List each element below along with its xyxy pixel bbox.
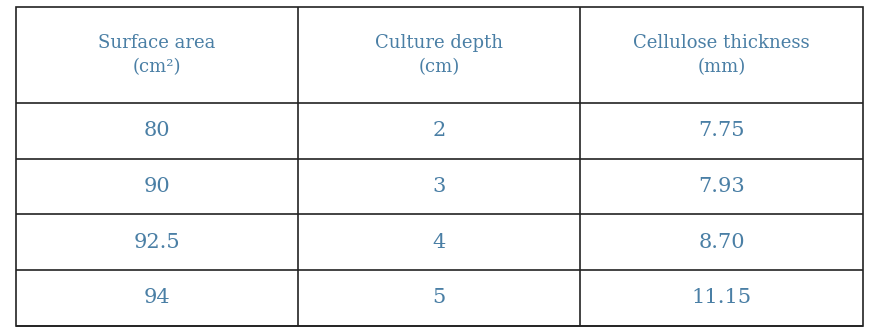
Text: 7.75: 7.75 — [698, 121, 744, 140]
Text: 4: 4 — [432, 233, 445, 252]
Text: 11.15: 11.15 — [691, 288, 751, 307]
Text: Cellulose thickness
(mm): Cellulose thickness (mm) — [633, 34, 809, 76]
Text: 92.5: 92.5 — [133, 233, 180, 252]
Text: 3: 3 — [432, 177, 445, 196]
Text: Surface area
(cm²): Surface area (cm²) — [98, 34, 215, 76]
Text: 7.93: 7.93 — [697, 177, 745, 196]
Text: 2: 2 — [432, 121, 445, 140]
Text: 8.70: 8.70 — [697, 233, 745, 252]
Text: 80: 80 — [143, 121, 170, 140]
Text: 90: 90 — [143, 177, 170, 196]
Text: 5: 5 — [432, 288, 445, 307]
Text: 94: 94 — [143, 288, 170, 307]
Text: Culture depth
(cm): Culture depth (cm) — [375, 34, 502, 76]
